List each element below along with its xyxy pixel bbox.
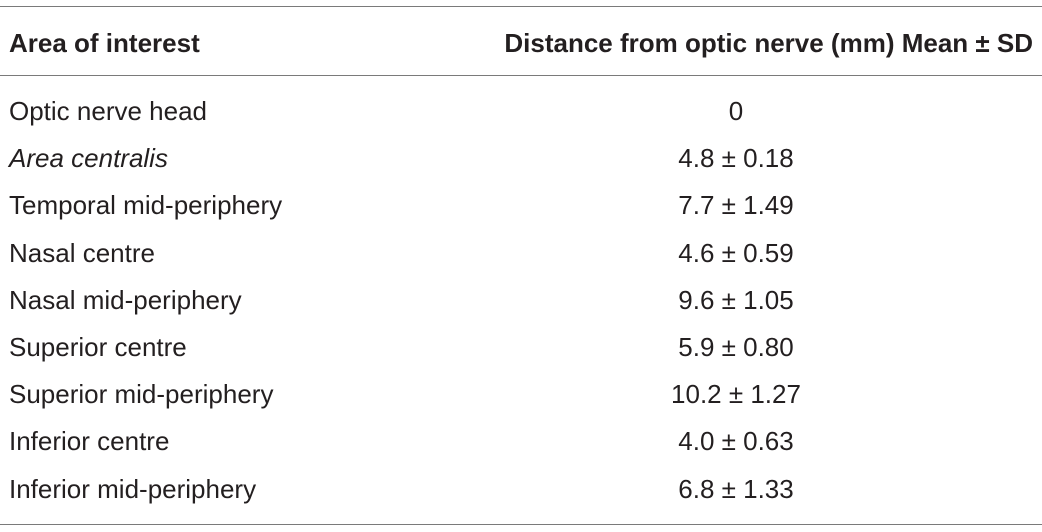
table-row: Superior centre 5.9 ± 0.80 (0, 324, 1042, 371)
table-header-row: Area of interest Distance from optic ner… (0, 6, 1042, 75)
row-area-label: Temporal mid-periphery (9, 190, 283, 221)
row-distance-value: 4.0 ± 0.63 (678, 426, 794, 457)
table-row: Nasal centre 4.6 ± 0.59 (0, 230, 1042, 277)
row-area-label: Optic nerve head (9, 96, 208, 126)
row-area-label: Area centralis (9, 143, 168, 174)
row-distance-value: 6.8 ± 1.33 (678, 473, 794, 504)
table-top-rule (0, 6, 1042, 7)
header-area-of-interest: Area of interest (9, 28, 200, 58)
row-distance-value: 4.6 ± 0.59 (678, 237, 794, 268)
table-bottom-rule (0, 524, 1042, 525)
row-distance-value: 7.7 ± 1.49 (678, 190, 794, 221)
table-row: Area centralis 4.8 ± 0.18 (0, 135, 1042, 182)
row-distance-value: 9.6 ± 1.05 (678, 284, 794, 315)
row-area-label: Nasal centre (9, 237, 155, 268)
row-area-label: Inferior mid-periphery (9, 473, 257, 504)
row-area-label: Superior mid-periphery (9, 379, 274, 410)
row-area-label: Superior centre (9, 331, 187, 362)
table-body: Optic nerve head 0 Area centralis 4.8 ± … (0, 88, 1042, 513)
row-area-label: Inferior centre (9, 426, 170, 457)
table-row: Optic nerve head 0 (0, 88, 1042, 135)
row-distance-value: 0 (728, 96, 744, 126)
table-row: Superior mid-periphery 10.2 ± 1.27 (0, 371, 1042, 418)
row-area-label: Nasal mid-periphery (9, 284, 242, 315)
row-distance-value: 5.9 ± 0.80 (678, 331, 794, 362)
row-distance-value: 4.8 ± 0.18 (678, 143, 794, 174)
table-header-rule (0, 75, 1042, 76)
table-row: Inferior centre 4.0 ± 0.63 (0, 418, 1042, 465)
table-row: Inferior mid-periphery 6.8 ± 1.33 (0, 466, 1042, 513)
header-distance: Distance from optic nerve (mm) Mean ± SD (504, 28, 1033, 58)
row-distance-value: 10.2 ± 1.27 (671, 379, 801, 410)
table-row: Temporal mid-periphery 7.7 ± 1.49 (0, 182, 1042, 229)
table-row: Nasal mid-periphery 9.6 ± 1.05 (0, 277, 1042, 324)
